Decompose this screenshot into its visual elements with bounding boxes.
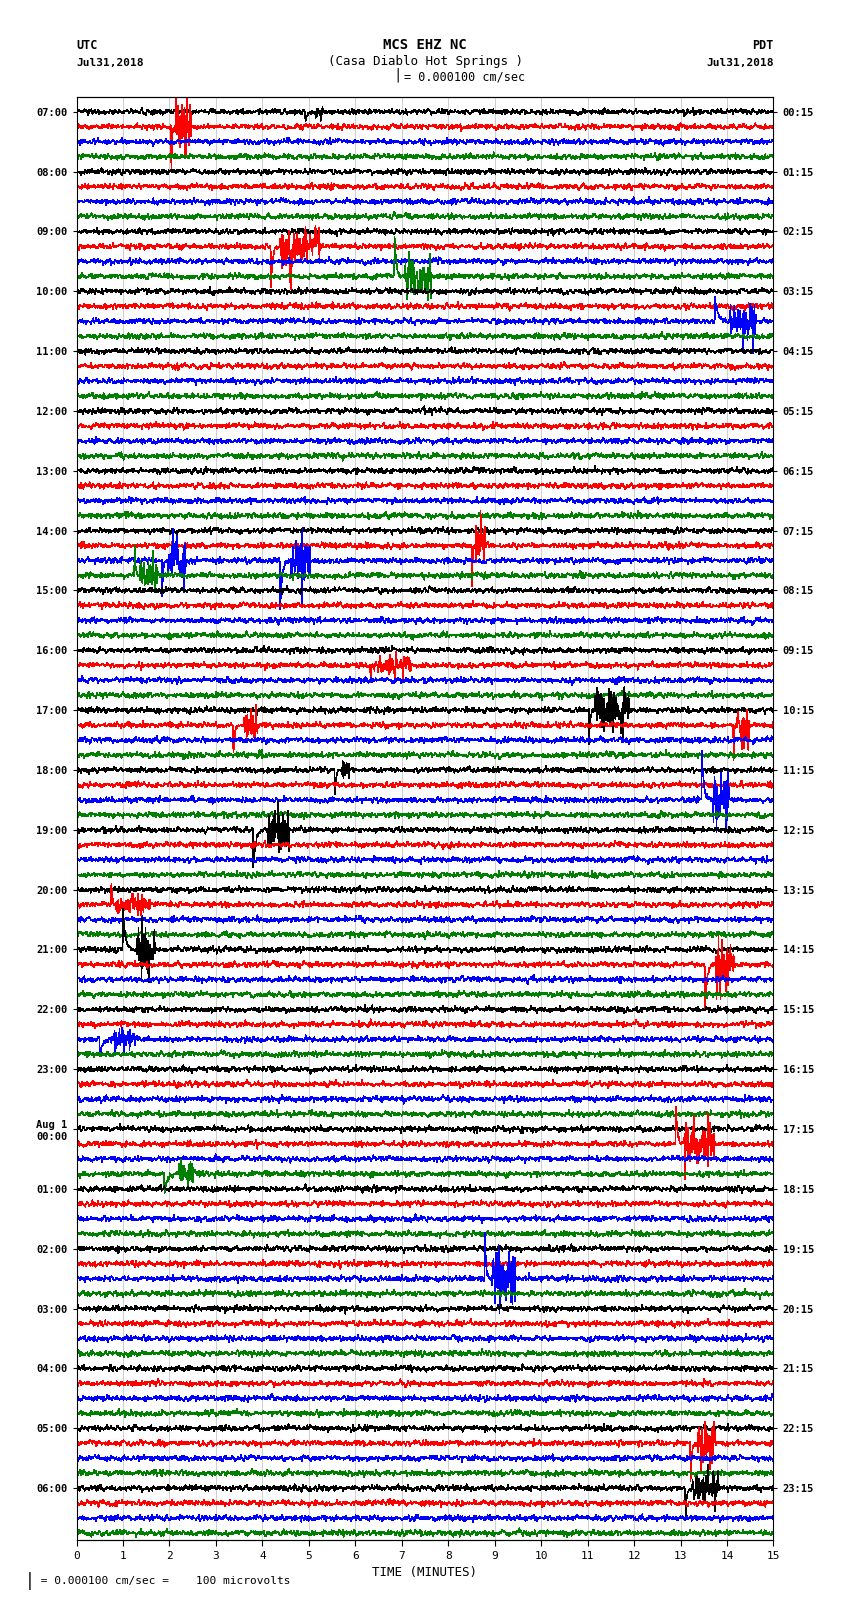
Text: = 0.000100 cm/sec =    100 microvolts: = 0.000100 cm/sec = 100 microvolts — [34, 1576, 291, 1586]
Text: |: | — [394, 68, 402, 82]
Text: Jul31,2018: Jul31,2018 — [706, 58, 774, 68]
Text: MCS EHZ NC: MCS EHZ NC — [383, 37, 467, 52]
Text: (Casa Diablo Hot Springs ): (Casa Diablo Hot Springs ) — [327, 55, 523, 68]
X-axis label: TIME (MINUTES): TIME (MINUTES) — [372, 1566, 478, 1579]
Text: = 0.000100 cm/sec: = 0.000100 cm/sec — [404, 71, 524, 84]
Text: Jul31,2018: Jul31,2018 — [76, 58, 144, 68]
Text: PDT: PDT — [752, 39, 774, 52]
Text: |: | — [25, 1571, 35, 1590]
Text: UTC: UTC — [76, 39, 98, 52]
